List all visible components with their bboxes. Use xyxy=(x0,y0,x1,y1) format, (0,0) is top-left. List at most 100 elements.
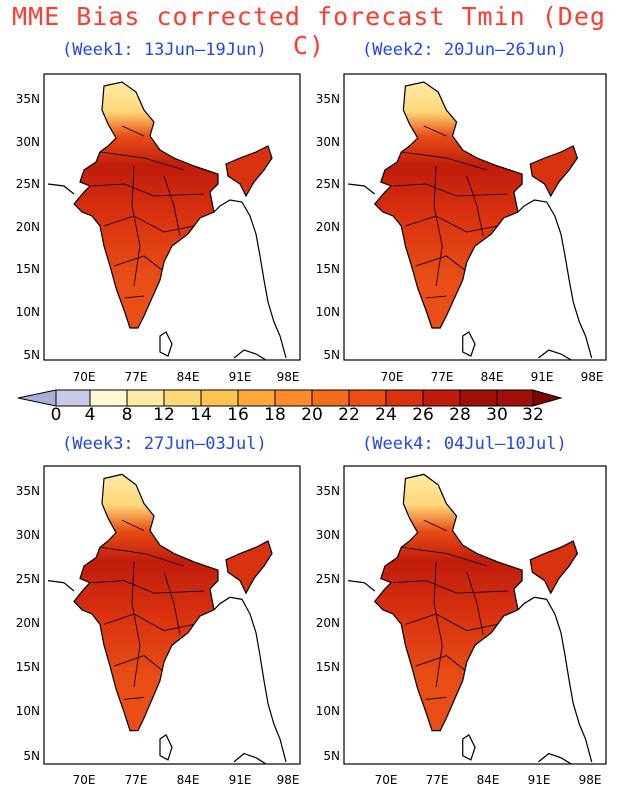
northeast-landmass xyxy=(529,540,579,595)
y-tick-label: 15N xyxy=(316,660,340,674)
colorbar-label: 30 xyxy=(486,405,508,425)
colorbar-box xyxy=(496,389,534,407)
colorbar-box xyxy=(55,389,91,407)
x-tick-label: 70E xyxy=(381,370,404,384)
tmin-field xyxy=(47,473,287,765)
x-tick-label: 77E xyxy=(426,773,449,787)
latitude-axis: 35N 30N 25N 20N 15N 10N 5N xyxy=(16,92,40,362)
northeast-landmass xyxy=(529,145,579,198)
x-tick-label: 91E xyxy=(229,773,252,787)
panel-2-subtitle: (Week2: 20Jun–26Jun) xyxy=(362,40,567,60)
colorbar-label: 14 xyxy=(190,405,212,425)
x-tick-label: 98E xyxy=(581,370,604,384)
map-panel-week2: 35N 30N 25N 20N 15N 10N 5N 70E 77E 84E 9… xyxy=(304,66,614,390)
x-tick-label: 84E xyxy=(177,773,200,787)
y-tick-label: 15N xyxy=(316,262,340,276)
colorbar-label: 22 xyxy=(338,405,360,425)
india-landmass xyxy=(73,81,219,329)
sri-lanka-outline xyxy=(159,331,173,357)
colorbar-box xyxy=(422,389,461,407)
sri-lanka-outline xyxy=(159,733,173,761)
panel-1-subtitle: (Week1: 13Jun–19Jun) xyxy=(62,40,267,60)
colorbar-box xyxy=(274,389,313,407)
colorbar-box xyxy=(237,389,276,407)
latitude-axis: 35N 30N 25N 20N 15N 10N 5N xyxy=(16,484,40,763)
colorbar-label: 4 xyxy=(85,405,96,425)
x-tick-label: 70E xyxy=(73,773,96,787)
northeast-landmass xyxy=(225,540,273,595)
y-tick-label: 30N xyxy=(16,528,40,542)
y-tick-label: 10N xyxy=(316,704,340,718)
longitude-axis: 70E 77E 84E 91E 98E xyxy=(381,370,604,384)
y-tick-label: 25N xyxy=(16,572,40,586)
y-tick-label: 30N xyxy=(16,135,40,149)
y-tick-label: 25N xyxy=(316,572,340,586)
x-tick-label: 77E xyxy=(125,773,148,787)
colorbar-label: 24 xyxy=(375,405,397,425)
state-boundaries xyxy=(91,519,205,700)
state-boundaries xyxy=(393,519,508,700)
y-tick-label: 15N xyxy=(16,262,40,276)
y-tick-label: 5N xyxy=(23,749,40,763)
colorbar-box xyxy=(163,389,202,407)
y-tick-label: 35N xyxy=(16,92,40,106)
india-landmass xyxy=(73,473,219,732)
y-tick-label: 35N xyxy=(316,92,340,106)
panel-3-subtitle: (Week3: 27Jun–03Jul) xyxy=(62,434,267,454)
y-tick-label: 30N xyxy=(316,528,340,542)
y-tick-label: 15N xyxy=(16,660,40,674)
colorbar-label: 16 xyxy=(227,405,249,425)
colorbar-left-arrow xyxy=(17,389,57,407)
colorbar-box xyxy=(311,389,350,407)
colorbar-label: 8 xyxy=(122,405,133,425)
x-tick-label: 98E xyxy=(579,773,602,787)
x-tick-label: 98E xyxy=(277,370,300,384)
tmin-field xyxy=(47,81,287,361)
map-panel-week1: 35N 30N 25N 20N 15N 10N 5N 70E 77E 84E 9… xyxy=(4,66,304,390)
neighbour-coastline xyxy=(47,579,287,765)
y-tick-label: 20N xyxy=(316,616,340,630)
x-tick-label: 70E xyxy=(375,773,398,787)
figure-title: MME Bias corrected forecast Tmin (Deg C) xyxy=(12,2,606,60)
x-tick-label: 91E xyxy=(531,370,554,384)
colorbar: 0 4 8 12 14 16 18 20 22 24 26 28 30 32 xyxy=(0,386,618,432)
longitude-axis: 70E 77E 84E 91E 98E xyxy=(73,773,300,787)
y-tick-label: 20N xyxy=(316,220,340,234)
y-tick-label: 35N xyxy=(16,484,40,498)
colorbar-right-arrow xyxy=(532,389,563,407)
longitude-axis: 70E 77E 84E 91E 98E xyxy=(73,370,300,384)
y-tick-label: 20N xyxy=(16,616,40,630)
colorbar-box xyxy=(385,389,424,407)
panel-4-subtitle: (Week4: 04Jul–10Jul) xyxy=(362,434,567,454)
x-tick-label: 98E xyxy=(277,773,300,787)
y-tick-label: 20N xyxy=(16,220,40,234)
map-panel-week3: 35N 30N 25N 20N 15N 10N 5N 70E 77E 84E 9… xyxy=(4,458,304,796)
tmin-field xyxy=(348,473,593,765)
x-tick-label: 91E xyxy=(229,370,252,384)
sri-lanka-outline xyxy=(462,733,476,761)
india-landmass xyxy=(373,81,523,329)
x-tick-label: 84E xyxy=(477,773,500,787)
y-tick-label: 35N xyxy=(316,484,340,498)
x-tick-label: 77E xyxy=(431,370,454,384)
colorbar-box xyxy=(126,389,165,407)
neighbour-coastline xyxy=(47,183,287,361)
colorbar-box xyxy=(89,389,128,407)
tmin-field xyxy=(348,81,593,361)
india-landmass xyxy=(373,473,523,732)
neighbour-coastline xyxy=(348,183,593,361)
sri-lanka-outline xyxy=(462,331,476,357)
colorbar-box xyxy=(348,389,387,407)
colorbar-label: 28 xyxy=(449,405,471,425)
y-tick-label: 30N xyxy=(316,135,340,149)
colorbar-label: 26 xyxy=(412,405,434,425)
colorbar-labels: 0 4 8 12 14 16 18 20 22 24 26 28 30 32 xyxy=(51,405,544,425)
state-boundaries xyxy=(393,125,508,299)
colorbar-label: 20 xyxy=(301,405,323,425)
x-tick-label: 77E xyxy=(125,370,148,384)
colorbar-label: 18 xyxy=(264,405,286,425)
map-panel-week4: 35N 30N 25N 20N 15N 10N 5N 70E 77E 84E 9… xyxy=(304,458,614,796)
latitude-axis: 35N 30N 25N 20N 15N 10N 5N xyxy=(316,484,340,763)
neighbour-coastline xyxy=(348,579,593,765)
state-boundaries xyxy=(91,125,205,299)
